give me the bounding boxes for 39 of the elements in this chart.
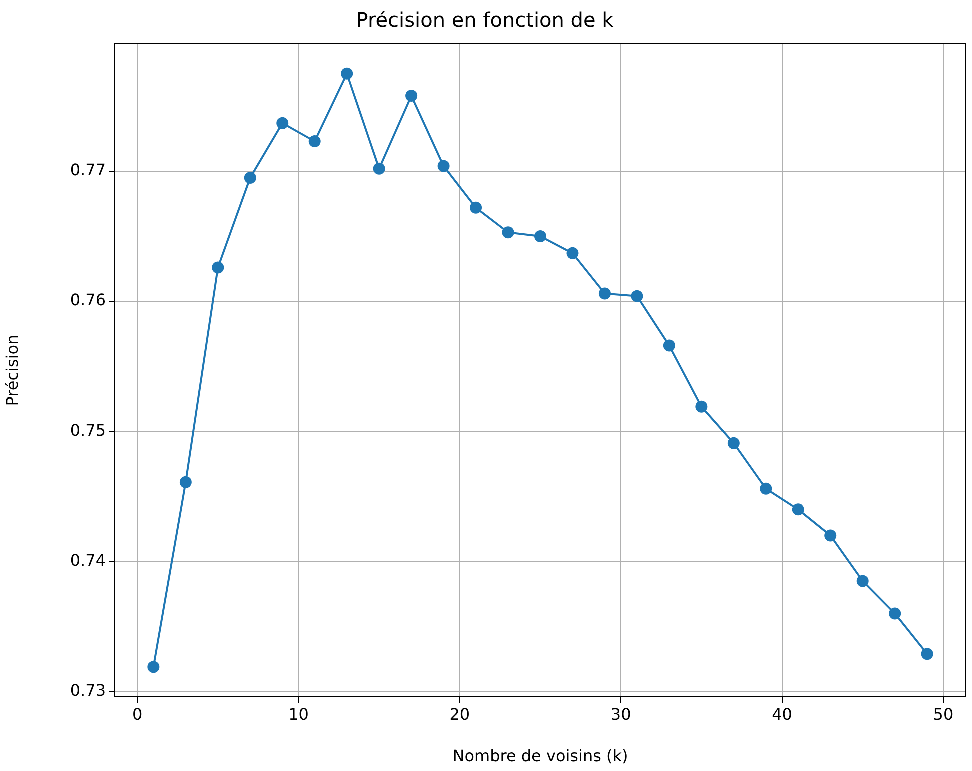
point — [212, 262, 224, 274]
point — [180, 476, 192, 488]
y-tick-label: 0.76 — [70, 290, 106, 310]
point — [534, 230, 546, 243]
x-tick-label: 0 — [132, 704, 143, 724]
point — [760, 482, 772, 495]
point — [792, 504, 804, 516]
chart-title: Précision en fonction de k — [356, 8, 614, 32]
point — [438, 160, 450, 172]
point — [276, 117, 289, 130]
point — [373, 162, 386, 175]
y-axis-title: Précision — [2, 334, 22, 406]
x-axis-title: Nombre de voisins (k) — [452, 746, 628, 766]
point — [341, 68, 354, 80]
point — [244, 172, 256, 184]
point — [889, 608, 902, 620]
point — [696, 400, 708, 413]
point — [566, 247, 579, 260]
x-tick-label: 40 — [772, 704, 792, 724]
point — [921, 648, 934, 660]
y-tick-label: 0.77 — [70, 160, 106, 180]
point — [824, 530, 837, 542]
point — [856, 575, 869, 588]
point — [470, 202, 482, 214]
y-tick-label: 0.75 — [70, 420, 106, 440]
x-tick-label: 10 — [288, 704, 309, 724]
point — [728, 437, 740, 450]
x-tick-label: 20 — [450, 704, 470, 724]
y-tick-label: 0.73 — [70, 680, 106, 700]
point — [598, 288, 611, 300]
y-tick-label: 0.74 — [70, 550, 106, 570]
point — [308, 136, 321, 148]
point — [631, 290, 644, 302]
point — [502, 226, 514, 239]
x-tick-label: 30 — [610, 704, 632, 724]
x-tick-label: 50 — [933, 704, 954, 724]
point — [148, 661, 160, 674]
point — [663, 340, 676, 352]
point — [406, 90, 418, 102]
